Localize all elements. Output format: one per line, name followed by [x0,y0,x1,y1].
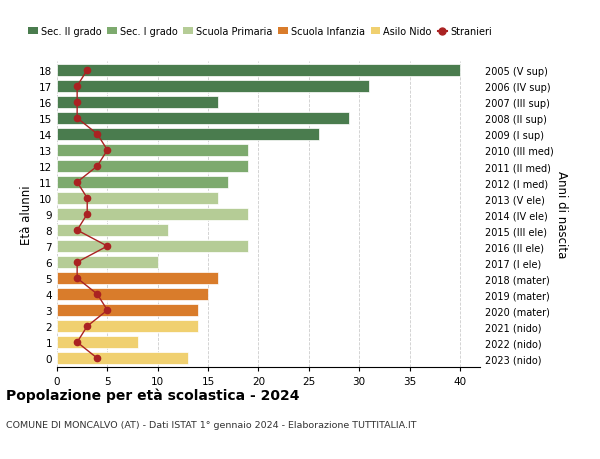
Text: Popolazione per età scolastica - 2024: Popolazione per età scolastica - 2024 [6,388,299,403]
Bar [57,193,218,205]
Bar [57,224,168,236]
Bar [57,304,198,316]
Bar [57,129,319,140]
Bar [57,65,460,77]
Bar [57,145,248,157]
Bar [57,273,218,285]
Bar [57,241,248,252]
Bar [57,97,218,109]
Y-axis label: Anni di nascita: Anni di nascita [554,171,568,258]
Text: COMUNE DI MONCALVO (AT) - Dati ISTAT 1° gennaio 2024 - Elaborazione TUTTITALIA.I: COMUNE DI MONCALVO (AT) - Dati ISTAT 1° … [6,420,416,429]
Bar [57,336,137,348]
Bar [57,177,228,189]
Bar [57,320,198,332]
Bar [57,113,349,125]
Bar [57,289,208,301]
Legend: Sec. II grado, Sec. I grado, Scuola Primaria, Scuola Infanzia, Asilo Nido, Stran: Sec. II grado, Sec. I grado, Scuola Prim… [28,27,492,37]
Bar [57,161,248,173]
Bar [57,208,248,221]
Bar [57,81,369,93]
Bar [57,353,188,364]
Y-axis label: Età alunni: Età alunni [20,185,34,244]
Bar [57,257,158,269]
